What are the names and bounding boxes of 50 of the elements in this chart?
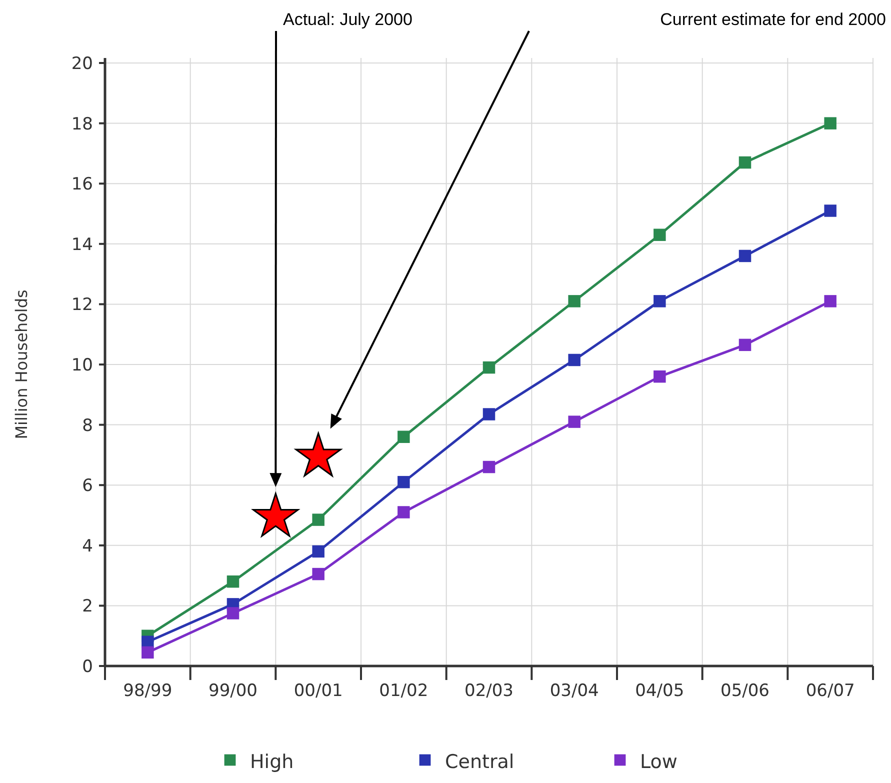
point: [312, 568, 324, 580]
point: [738, 338, 752, 352]
text: Actual: July 2000: [283, 10, 412, 29]
legend-label: Low: [640, 751, 678, 773]
y-tick-label: 16: [71, 174, 93, 195]
point: [738, 156, 752, 169]
point: [142, 646, 154, 659]
point: [482, 361, 496, 374]
point: [824, 295, 836, 308]
x-tick-label: 99/00: [208, 681, 258, 701]
x-tick-label: 05/06: [720, 681, 770, 701]
y-tick-label: 20: [71, 54, 93, 74]
y-tick-label: 4: [82, 536, 93, 556]
point: [398, 476, 410, 488]
y-axis-title: Million Households: [12, 290, 31, 440]
y-tick-label: 12: [71, 295, 93, 316]
point: [824, 204, 836, 217]
point: [312, 514, 324, 526]
point: [568, 295, 580, 308]
y-tick-label: 2: [82, 596, 93, 617]
point: [654, 295, 666, 308]
point: [312, 545, 324, 558]
y-tick-label: 0: [82, 656, 93, 677]
point: [398, 430, 410, 443]
legend-label: Central: [445, 751, 514, 773]
x-tick-label: 98/99: [123, 681, 172, 701]
point: [824, 117, 836, 130]
point: [568, 416, 580, 428]
x-tick-label: 04/05: [635, 681, 684, 701]
y-tick-label: 8: [82, 416, 93, 436]
point: [398, 506, 410, 518]
y-tick-label: 10: [71, 355, 93, 376]
point: [226, 575, 240, 588]
point: [654, 370, 666, 383]
x-tick-label: 06/07: [806, 681, 855, 701]
y-tick-label: 18: [71, 114, 93, 134]
point: [482, 460, 496, 474]
x-tick-label: 00/01: [294, 681, 343, 701]
legend-label: High: [250, 751, 294, 773]
y-tick-label: 6: [82, 476, 93, 496]
point: [226, 607, 240, 620]
x-tick-label: 02/03: [464, 681, 514, 701]
x-tick-label: 03/04: [550, 681, 599, 701]
y-tick-label: 14: [71, 234, 93, 255]
point: [482, 408, 496, 420]
text: Current estimate for end 2000: [660, 10, 886, 29]
point: [654, 228, 666, 241]
point: [738, 250, 752, 262]
x-tick-label: 01/02: [379, 681, 428, 701]
point: [568, 354, 580, 366]
